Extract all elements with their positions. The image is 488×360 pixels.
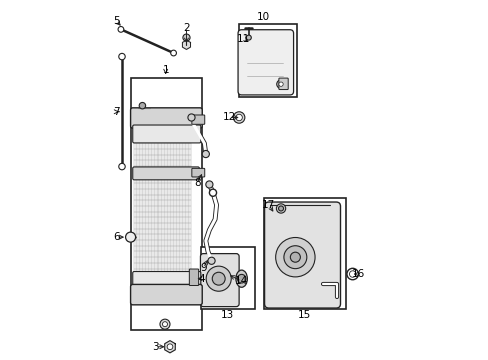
Bar — [239, 24, 297, 98]
FancyBboxPatch shape — [238, 30, 293, 95]
Text: 13: 13 — [220, 310, 233, 320]
Text: 1: 1 — [162, 65, 169, 75]
Circle shape — [276, 80, 285, 89]
Circle shape — [233, 112, 244, 123]
FancyBboxPatch shape — [132, 167, 199, 180]
Circle shape — [160, 319, 170, 329]
Text: 6: 6 — [113, 232, 120, 242]
Circle shape — [187, 114, 195, 121]
Text: 11: 11 — [237, 34, 250, 44]
Text: 9: 9 — [200, 263, 206, 273]
FancyBboxPatch shape — [264, 202, 340, 308]
Text: 17: 17 — [262, 200, 275, 210]
Text: 7: 7 — [113, 107, 120, 117]
Circle shape — [237, 274, 245, 283]
Circle shape — [118, 27, 123, 32]
Circle shape — [209, 189, 216, 196]
Circle shape — [235, 114, 242, 121]
Text: 8: 8 — [194, 179, 200, 188]
Circle shape — [284, 246, 306, 269]
Text: 4: 4 — [199, 274, 205, 284]
Circle shape — [246, 35, 251, 40]
Circle shape — [275, 238, 314, 277]
Circle shape — [206, 266, 231, 291]
Circle shape — [183, 34, 190, 41]
Circle shape — [278, 82, 283, 86]
Circle shape — [139, 103, 145, 109]
Circle shape — [119, 163, 125, 170]
FancyBboxPatch shape — [132, 271, 201, 288]
Circle shape — [205, 181, 213, 188]
FancyBboxPatch shape — [130, 284, 202, 305]
Circle shape — [162, 322, 167, 327]
Bar — [201, 247, 255, 309]
Circle shape — [290, 252, 300, 262]
FancyBboxPatch shape — [191, 168, 204, 177]
Text: 3: 3 — [152, 342, 159, 352]
Circle shape — [349, 271, 355, 277]
Circle shape — [119, 53, 125, 60]
FancyBboxPatch shape — [132, 125, 201, 143]
FancyBboxPatch shape — [130, 108, 202, 128]
Bar — [264, 198, 345, 309]
Circle shape — [170, 50, 176, 56]
Polygon shape — [182, 40, 190, 49]
Text: 16: 16 — [351, 269, 364, 279]
Text: 12: 12 — [223, 112, 236, 122]
Circle shape — [212, 272, 224, 285]
Bar — [130, 78, 201, 330]
FancyBboxPatch shape — [191, 115, 204, 124]
Circle shape — [276, 204, 285, 213]
FancyBboxPatch shape — [278, 78, 287, 90]
Polygon shape — [164, 341, 175, 353]
Text: 15: 15 — [298, 310, 311, 320]
Circle shape — [125, 232, 135, 242]
Text: 2: 2 — [183, 23, 189, 33]
Text: 5: 5 — [113, 16, 120, 26]
Circle shape — [207, 257, 215, 264]
Circle shape — [278, 206, 283, 211]
Circle shape — [346, 268, 358, 280]
FancyBboxPatch shape — [189, 269, 198, 285]
Circle shape — [202, 150, 209, 158]
Text: 10: 10 — [256, 12, 269, 22]
Circle shape — [167, 344, 172, 350]
Ellipse shape — [235, 270, 247, 287]
FancyBboxPatch shape — [200, 253, 239, 307]
Text: 14: 14 — [235, 276, 248, 286]
